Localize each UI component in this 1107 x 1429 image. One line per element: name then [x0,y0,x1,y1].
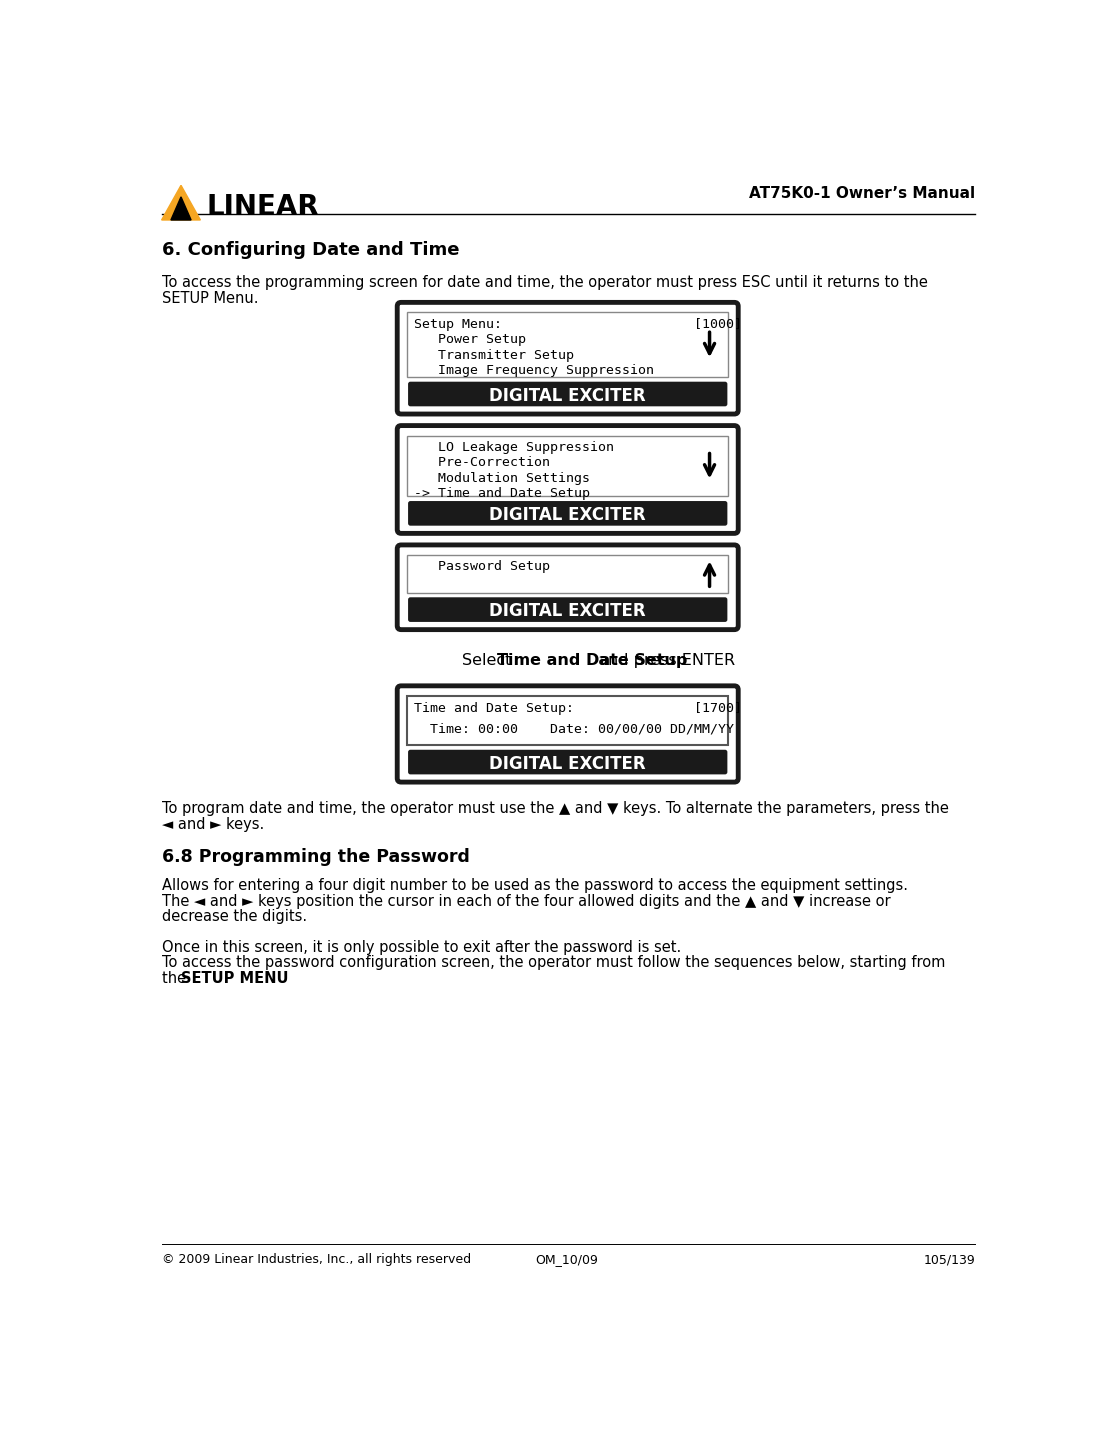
Text: Pre-Correction: Pre-Correction [414,456,549,469]
Text: Power Setup: Power Setup [414,333,526,346]
Text: SETUP MENU: SETUP MENU [182,970,289,986]
Text: Allows for entering a four digit number to be used as the password to access the: Allows for entering a four digit number … [162,879,908,893]
Text: -> Time and Date Setup: -> Time and Date Setup [414,487,590,500]
FancyBboxPatch shape [408,750,727,775]
Text: .: . [239,970,244,986]
Text: DIGITAL EXCITER: DIGITAL EXCITER [489,602,646,620]
Text: Select: Select [462,653,517,667]
Text: Modulation Settings: Modulation Settings [414,472,590,484]
FancyBboxPatch shape [408,597,727,622]
Text: © 2009 Linear Industries, Inc., all rights reserved: © 2009 Linear Industries, Inc., all righ… [162,1253,470,1266]
Text: SETUP Menu.: SETUP Menu. [162,292,258,306]
Text: decrease the digits.: decrease the digits. [162,909,307,925]
Text: DIGITAL EXCITER: DIGITAL EXCITER [489,387,646,404]
Text: The ◄ and ► keys position the cursor in each of the four allowed digits and the : The ◄ and ► keys position the cursor in … [162,893,890,909]
FancyBboxPatch shape [408,502,727,526]
Text: 6.8 Programming the Password: 6.8 Programming the Password [162,847,469,866]
FancyBboxPatch shape [407,554,728,593]
Text: and press ENTER: and press ENTER [593,653,735,667]
Text: ◄ and ► keys.: ◄ and ► keys. [162,817,263,832]
Text: the: the [162,970,190,986]
Text: DIGITAL EXCITER: DIGITAL EXCITER [489,506,646,524]
Text: AT75K0-1 Owner’s Manual: AT75K0-1 Owner’s Manual [749,186,975,200]
Text: Time: 00:00    Date: 00/00/00 DD/MM/YY: Time: 00:00 Date: 00/00/00 DD/MM/YY [414,722,734,735]
Text: Time and Date Setup:               [1700]: Time and Date Setup: [1700] [414,702,742,714]
FancyBboxPatch shape [407,313,728,377]
Text: Setup Menu:                        [1000]: Setup Menu: [1000] [414,317,742,330]
FancyBboxPatch shape [408,382,727,406]
Text: To access the programming screen for date and time, the operator must press ESC : To access the programming screen for dat… [162,276,928,290]
Text: Transmitter Setup: Transmitter Setup [414,349,573,362]
Text: DIGITAL EXCITER: DIGITAL EXCITER [489,755,646,773]
FancyBboxPatch shape [407,436,728,496]
Polygon shape [170,197,192,220]
Text: LO Leakage Suppression: LO Leakage Suppression [414,442,613,454]
Text: To program date and time, the operator must use the ▲ and ▼ keys. To alternate t: To program date and time, the operator m… [162,802,949,816]
Text: 6. Configuring Date and Time: 6. Configuring Date and Time [162,240,459,259]
FancyBboxPatch shape [397,544,738,630]
Text: OM_10/09: OM_10/09 [536,1253,599,1266]
Text: To access the password configuration screen, the operator must follow the sequen: To access the password configuration scr… [162,956,945,970]
Polygon shape [162,186,200,220]
Text: 105/139: 105/139 [923,1253,975,1266]
Text: Password Setup: Password Setup [414,560,549,573]
Text: Image Frequency Suppression: Image Frequency Suppression [414,364,653,377]
FancyBboxPatch shape [397,426,738,533]
Text: Once in this screen, it is only possible to exit after the password is set.: Once in this screen, it is only possible… [162,940,681,955]
Text: LINEAR: LINEAR [207,193,319,221]
Text: Time and Date Setup: Time and Date Setup [497,653,687,667]
FancyBboxPatch shape [397,686,738,782]
FancyBboxPatch shape [397,303,738,414]
FancyBboxPatch shape [407,696,728,745]
